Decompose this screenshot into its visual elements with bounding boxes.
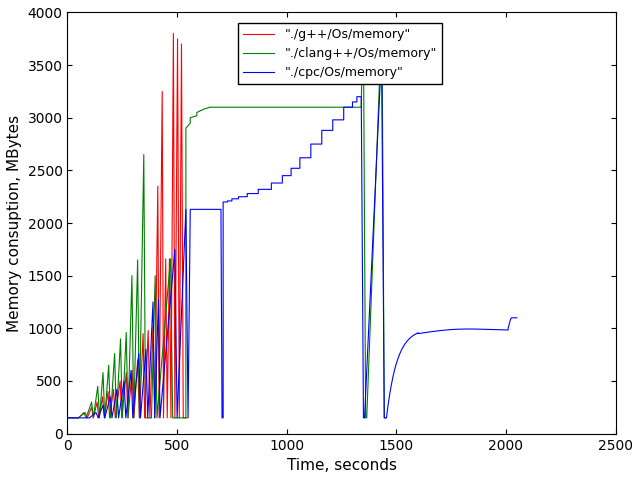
X-axis label: Time, seconds: Time, seconds — [287, 458, 397, 473]
"./g++/Os/memory" — [75, 415, 83, 421]
Line: "./g++/Os/memory": "./g++/Os/memory" — [67, 34, 187, 418]
"./cpc/Os/memory" — [63, 415, 71, 421]
"./cpc/Os/memory" — [340, 104, 348, 110]
"./g++/Os/memory" — [170, 31, 177, 36]
"./clang++/Os/memory" — [323, 104, 330, 110]
"./clang++/Os/memory" — [141, 415, 149, 421]
"./clang++/Os/memory" — [359, 36, 367, 42]
"./cpc/Os/memory" — [415, 331, 423, 336]
"./g++/Os/memory" — [163, 415, 171, 421]
"./cpc/Os/memory" — [235, 196, 243, 202]
"./clang++/Os/memory" — [246, 104, 253, 110]
"./g++/Os/memory" — [81, 410, 89, 416]
"./cpc/Os/memory" — [361, 415, 369, 421]
"./g++/Os/memory" — [90, 415, 97, 421]
"./cpc/Os/memory" — [513, 315, 521, 321]
"./clang++/Os/memory" — [358, 36, 366, 42]
Legend: "./g++/Os/memory", "./clang++/Os/memory", "./cpc/Os/memory": "./g++/Os/memory", "./clang++/Os/memory"… — [238, 23, 442, 84]
Line: "./cpc/Os/memory": "./cpc/Os/memory" — [67, 65, 517, 418]
"./clang++/Os/memory" — [381, 415, 389, 421]
"./cpc/Os/memory" — [394, 358, 401, 363]
"./g++/Os/memory" — [63, 415, 71, 421]
"./clang++/Os/memory" — [63, 415, 71, 421]
Y-axis label: Memory consuption, MBytes: Memory consuption, MBytes — [7, 114, 22, 332]
"./cpc/Os/memory" — [377, 62, 385, 68]
"./cpc/Os/memory" — [318, 141, 326, 147]
"./clang++/Os/memory" — [273, 104, 281, 110]
"./g++/Os/memory" — [171, 415, 179, 421]
"./g++/Os/memory" — [136, 415, 143, 421]
"./clang++/Os/memory" — [122, 330, 130, 336]
Line: "./clang++/Os/memory": "./clang++/Os/memory" — [67, 39, 385, 418]
"./g++/Os/memory" — [183, 415, 191, 421]
